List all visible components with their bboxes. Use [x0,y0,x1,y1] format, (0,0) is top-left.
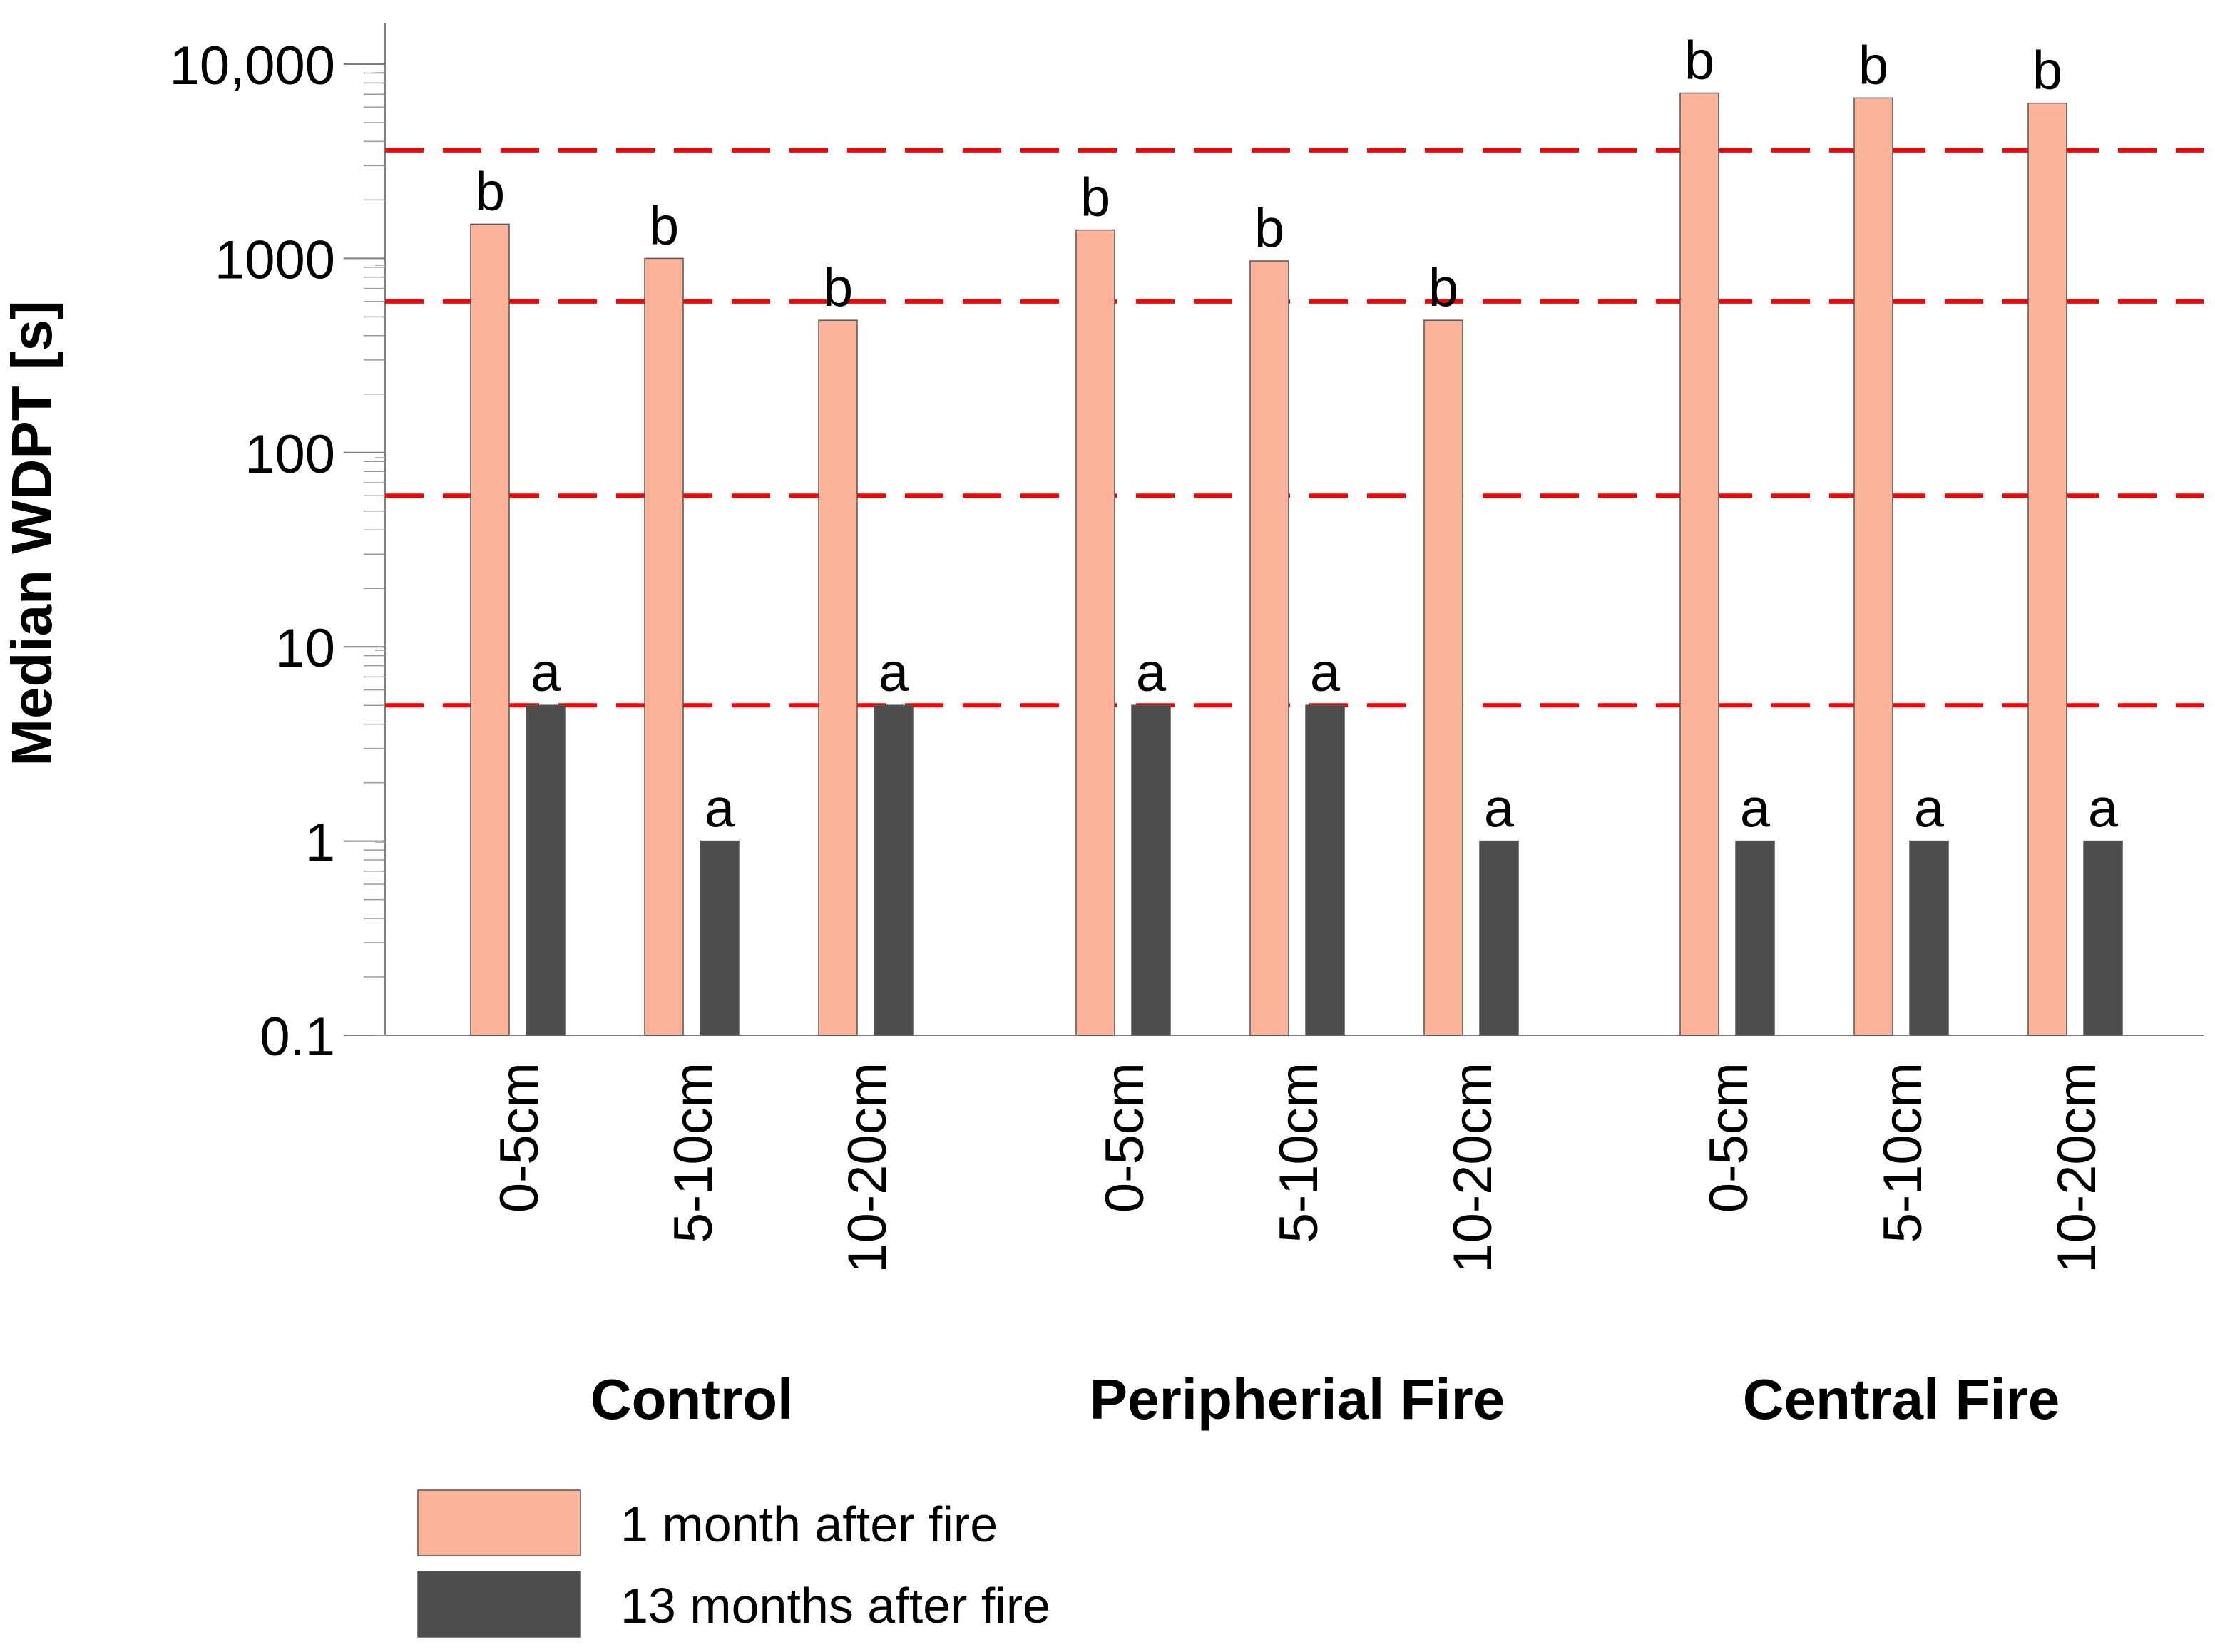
bar-1-month-1-0 [1075,229,1115,1036]
y-tick-label: 0.1 [260,1007,335,1067]
significance-letter: b [475,161,505,222]
bar-13-months-0-2 [874,704,914,1036]
legend-label: 13 months after fire [620,1578,1050,1633]
x-category-label: 5-10cm [663,1062,724,1243]
bar-1-month-2-2 [2027,102,2067,1036]
bar-1-month-0-1 [644,257,684,1036]
significance-letter: a [1310,642,1341,703]
bar-13-months-2-2 [2083,840,2123,1036]
bar-1-month-1-2 [1423,319,1463,1036]
significance-letter: b [1254,198,1284,259]
x-category-label: 0-5cm [1095,1062,1155,1213]
significance-letter: b [1858,35,1888,96]
y-tick-label: 1 [305,813,335,873]
bar-13-months-0-0 [526,704,566,1036]
significance-letter: a [2088,779,2119,839]
y-tick-label: 10,000 [170,36,335,96]
significance-letter: a [531,642,561,703]
significance-letter: b [1080,168,1110,228]
bar-1-month-1-1 [1249,260,1289,1036]
significance-letter: a [1740,779,1771,839]
bar-13-months-1-0 [1131,704,1171,1036]
x-category-label: 10-20cm [837,1062,898,1273]
bar-1-month-2-0 [1679,92,1719,1036]
bars [470,92,2123,1036]
y-axis-label: Median WDPT [s] [0,300,63,766]
bar-13-months-1-2 [1479,840,1519,1036]
reference-lines [385,148,2204,708]
group-label: Control [590,1368,793,1431]
x-category-label: 10-20cm [2047,1062,2107,1273]
bar-13-months-2-0 [1735,840,1775,1036]
significance-letter: a [705,779,735,839]
legend-swatch [417,1571,581,1638]
x-category-label: 5-10cm [1269,1062,1329,1243]
legend: 1 month after fire 13 months after fire [417,1489,1050,1638]
x-category-label: 5-10cm [1873,1062,1933,1243]
labels: Median WDPT [s] 0.1 1 10 100 1000 10,000 b a 0-5… [0,31,2119,1431]
significance-letter: a [1914,779,1945,839]
significance-letter: b [649,195,679,256]
bar-13-months-2-1 [1909,840,1949,1036]
significance-letter: b [823,257,853,318]
y-tick-label: 10 [275,618,335,679]
x-category-label: 10-20cm [1443,1062,1503,1273]
x-category-label: 0-5cm [489,1062,550,1213]
significance-letter: b [1684,31,1714,91]
significance-letter: b [2032,41,2062,101]
bar-1-month-2-1 [1853,97,1893,1036]
significance-letter: a [879,642,909,703]
bar-13-months-1-1 [1305,704,1345,1036]
y-tick-label: 100 [245,424,335,485]
bar-1-month-0-2 [818,319,858,1036]
bar-13-months-0-1 [700,840,740,1036]
significance-letter: a [1484,779,1515,839]
group-label: Peripherial Fire [1090,1368,1505,1431]
bar-1-month-0-0 [470,223,510,1036]
legend-swatch [417,1489,581,1556]
significance-letter: a [1136,642,1167,703]
significance-letter: b [1428,257,1458,318]
x-category-label: 0-5cm [1699,1062,1759,1213]
y-tick-label: 1000 [215,230,335,290]
group-label: Central Fire [1743,1368,2060,1431]
legend-label: 1 month after fire [620,1497,998,1552]
